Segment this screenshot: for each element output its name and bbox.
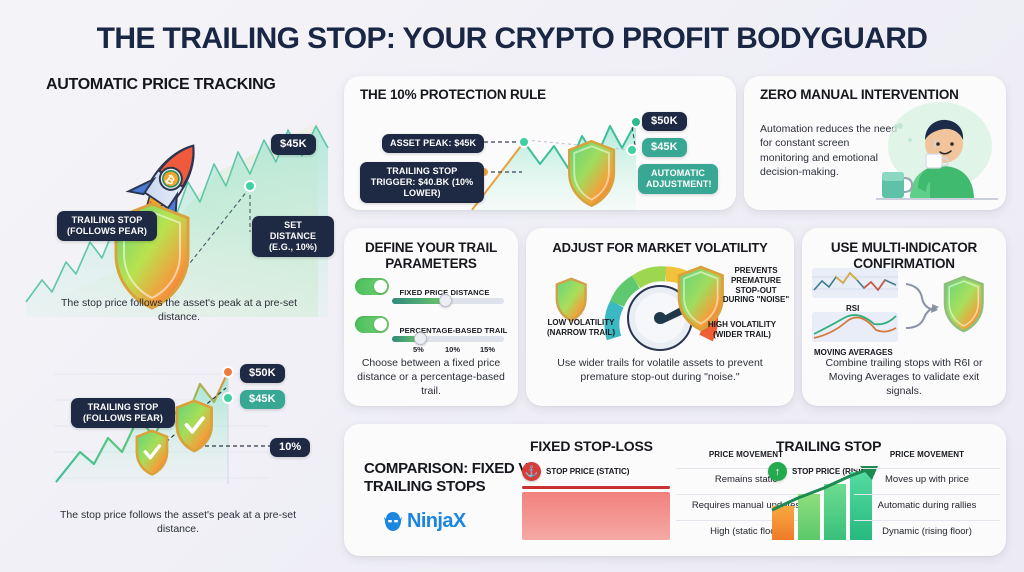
trailing-row-3: Dynamic (rising floor)	[854, 520, 1000, 537]
fixed-column-header: PRICE MOVEMENT	[708, 450, 784, 459]
trailing-row-1: Moves up with price	[854, 468, 1000, 485]
badge-50k: $50K	[642, 112, 687, 132]
comparison-title: COMPARISON: FIXED VS. TRAILING STOPS	[364, 460, 542, 495]
badge-trailing-stop: TRAILING STOP (FOLLOWS PEAR)	[71, 398, 175, 428]
percentage-based-trail-row: PERCENTAGE-BASED TRAIL	[355, 316, 509, 338]
fixed-price-distance-label: FIXED PRICE DISTANCE	[399, 288, 490, 297]
label-rsi: RSI	[846, 304, 860, 313]
badge-asset-peak: ASSET PEAK: $45K	[382, 134, 485, 153]
toggle-knob	[374, 280, 387, 293]
panel-title: THE 10% PROTECTION RULE	[360, 87, 546, 102]
label-high-volatility: HIGH VOLATILITY (WIDER TRAIL)	[707, 320, 777, 339]
panel-caption: Combine trailing stops with R6I or Movin…	[825, 357, 983, 398]
panel-body-text: Automation reduces the need for constant…	[760, 123, 898, 178]
fixed-stop-price-chip: ⚓ STOP PRICE (STATIC)	[522, 462, 629, 481]
rising-bars-graphic	[771, 466, 878, 540]
page-title: THE TRAILING STOP: YOUR CRYPTO PROFIT BO…	[96, 22, 928, 55]
badge-peak-price: $45K	[271, 134, 316, 156]
badge-trailing-stop-trigger: TRAILING STOP TRIGGER: $40.BK (10% LOWER…	[360, 162, 484, 203]
trailing-stop-price-label: STOP PRICE (RISING)	[792, 466, 876, 476]
trailing-stop-chart-graphic: TRAILING STOP (FOLLOWS PEAR) $50K $45K 1…	[18, 356, 336, 556]
panel-protection-rule: THE 10% PROTECTION RULE	[344, 76, 736, 210]
badge-trailing-stop: TRAILING STOP (FOLLOWS PEAR)	[57, 211, 157, 241]
trailing-stop-heading: TRAILING STOP	[776, 438, 882, 454]
fixed-row-1: Remains static	[676, 468, 816, 485]
indicator-charts-graphic	[812, 268, 984, 342]
slider-tick-10: 10%	[445, 345, 461, 354]
panel-title: AUTOMATIC PRICE TRACKING	[46, 76, 276, 93]
panel-caption: The stop price follows the asset's peak …	[60, 297, 298, 324]
anchor-icon: ⚓	[522, 462, 541, 481]
slider-tick-5: 5%	[413, 345, 424, 354]
protection-rule-graphic: ASSET PEAK: $45K TRAILING STOP TRIGGER: …	[344, 76, 736, 210]
trailing-row-2: Automatic during rallies	[854, 494, 1000, 511]
person-with-coffee-icon	[876, 102, 998, 200]
panel-trailing-stop-graph: TRAILING STOP (FOLLOWS PEAR) $50K $45K 1…	[18, 356, 336, 556]
panel-automatic-price-tracking: AUTOMATIC PRICE TRACKING	[18, 72, 336, 344]
percentage-based-trail-toggle[interactable]	[355, 316, 389, 333]
panel-trail-parameters: DEFINE YOUR TRAIL PARAMETERS FIXED PRICE…	[344, 228, 518, 406]
ninjax-logo: NinjaX	[382, 510, 466, 533]
panel-caption: Use wider trails for volatile assets to …	[557, 357, 763, 384]
percentage-trail-slider-knob[interactable]	[414, 332, 427, 345]
panel-caption: The stop price follows the asset's peak …	[59, 509, 297, 536]
fixed-price-distance-slider-knob[interactable]	[439, 294, 452, 307]
fixed-price-distance-row: FIXED PRICE DISTANCE	[355, 278, 509, 300]
toggle-knob	[374, 318, 387, 331]
panel-title: ADJUST FOR MARKET VOLATILITY	[552, 240, 768, 255]
fixed-static-block	[522, 492, 670, 540]
trailing-column-header: PRICE MOVEMENT	[889, 450, 965, 459]
badge-45k: $45K	[240, 390, 285, 410]
panel-market-volatility: ADJUST FOR MARKET VOLATILITY	[526, 228, 794, 406]
badge-45k: $45K	[642, 138, 687, 158]
panel-caption: Choose between a fixed price distance or…	[357, 357, 505, 398]
panel-comparison: COMPARISON: FIXED VS. TRAILING STOPS Nin…	[344, 424, 1006, 556]
trailing-stop-price-chip: ↑ STOP PRICE (RISING)	[768, 462, 875, 481]
panel-title: DEFINE YOUR TRAIL PARAMETERS	[364, 240, 498, 271]
panel-multi-indicator: USE MULTI-INDICATOR CONFIRMATION RSI	[802, 228, 1006, 406]
label-low-volatility: LOW VOLATILITY (NARROW TRAIL)	[547, 318, 615, 337]
fixed-price-distance-slider-fill	[392, 298, 444, 304]
badge-automatic-adjustment: AUTOMATIC ADJUSTMENT!	[638, 164, 718, 194]
fixed-stop-loss-heading: FIXED STOP-LOSS	[530, 438, 653, 454]
gauge-icon	[555, 265, 724, 351]
panel-title: USE MULTI-INDICATOR CONFIRMATION	[830, 240, 978, 271]
up-arrow-icon: ↑	[768, 462, 787, 481]
panel-zero-manual-intervention: ZERO MANUAL INTERVENTION Automation redu…	[744, 76, 1006, 210]
fixed-price-distance-toggle[interactable]	[355, 278, 389, 295]
ninja-mask-icon	[384, 511, 402, 531]
fixed-row-3: High (static floor)	[676, 520, 816, 537]
percentage-trail-slider-track[interactable]	[392, 336, 504, 342]
slider-tick-15: 15%	[480, 345, 496, 354]
fixed-stop-price-label: STOP PRICE (STATIC)	[546, 466, 630, 476]
label-moving-averages: MOVING AVERAGES	[814, 348, 893, 357]
label-prevents-premature-stopout: PREVENTS PREMATURE STOP-OUT DURING "NOIS…	[722, 266, 790, 305]
brand-name: NinjaX	[407, 510, 466, 532]
badge-50k: $50K	[240, 364, 285, 384]
price-chart-graphic: ₿ $45K TRAILING STOP (FOLLOWS PEAR) SET …	[18, 72, 336, 344]
percentage-trail-slider-fill	[392, 336, 420, 342]
badge-10-percent: 10%	[270, 438, 311, 458]
fixed-row-2: Requires manual updates	[676, 494, 816, 511]
badge-set-distance: SET DISTANCE (E.G., 10%)	[252, 216, 334, 257]
panel-title: ZERO MANUAL INTERVENTION	[760, 87, 959, 102]
percentage-based-trail-label: PERCENTAGE-BASED TRAIL	[399, 326, 508, 335]
fixed-static-line	[522, 486, 670, 489]
